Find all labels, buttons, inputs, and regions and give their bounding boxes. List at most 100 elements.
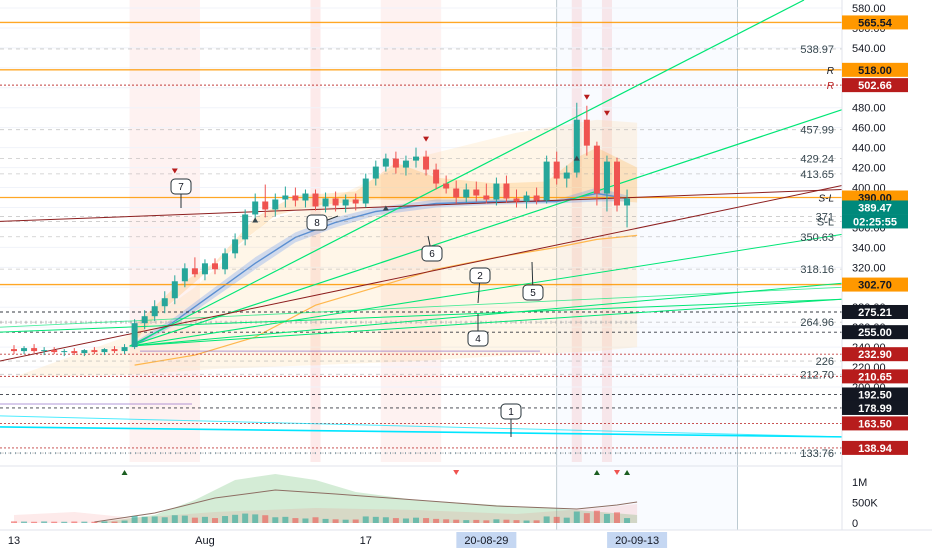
candle-body xyxy=(31,348,38,352)
signal-marker xyxy=(382,205,389,211)
volume-bar xyxy=(61,521,68,523)
signal-marker xyxy=(583,94,590,100)
price-axis[interactable]: 580.00560.00540.00520.00500.00480.00460.… xyxy=(800,0,932,530)
highlight-band xyxy=(129,0,200,462)
price-label-bg xyxy=(842,347,908,362)
trend-line xyxy=(0,298,843,333)
candle-body xyxy=(583,119,590,146)
volume-bar xyxy=(272,517,279,523)
volume-bar xyxy=(433,518,440,523)
price-label-bg xyxy=(842,400,908,415)
time-tick-label: 13 xyxy=(8,535,20,547)
trend-line xyxy=(129,233,843,347)
callout-box xyxy=(421,245,443,262)
volume-bar xyxy=(473,519,480,523)
candle-body xyxy=(11,349,17,352)
volume-bar xyxy=(151,516,158,523)
volume-tick-label: 1M xyxy=(852,477,867,489)
volume-bar xyxy=(312,517,319,523)
candle-body xyxy=(593,145,600,194)
volume-cloud xyxy=(94,474,638,523)
level-note: 413.65 xyxy=(800,169,834,181)
trendlines xyxy=(0,0,843,455)
signal-arrow xyxy=(121,470,128,475)
candle-body xyxy=(282,195,289,200)
level-tag: S-L xyxy=(818,194,834,205)
trend-line xyxy=(0,286,843,328)
volume-bar xyxy=(614,512,620,523)
price-label-bg xyxy=(842,200,908,215)
volume-bar xyxy=(463,520,470,523)
highlight-band xyxy=(380,0,442,462)
candle-body xyxy=(523,195,530,202)
candle-body xyxy=(413,156,419,161)
candle-body xyxy=(262,201,269,210)
candle-body xyxy=(473,189,480,196)
price-label-bg xyxy=(842,369,908,384)
volume-bar xyxy=(342,519,349,523)
volume-bar xyxy=(21,521,28,523)
price-label: 163.50 xyxy=(858,418,892,430)
candle-body xyxy=(543,161,550,201)
level-note: 133.76 xyxy=(800,448,834,460)
candle-body xyxy=(201,263,208,275)
candle-body xyxy=(61,351,68,353)
volume-bar xyxy=(413,517,419,523)
time-tick-label: 17 xyxy=(360,535,372,547)
volume-bar xyxy=(51,521,58,523)
time-tick-label: 20-08-29 xyxy=(464,535,508,547)
candle-body xyxy=(81,350,88,354)
cyan-line xyxy=(0,415,843,438)
candle-body xyxy=(614,161,620,206)
price-label: 02:25:55 xyxy=(853,216,897,228)
volume-bar xyxy=(292,518,299,523)
candle-body xyxy=(463,189,470,198)
price-label: 389.47 xyxy=(858,202,892,214)
volume-tick-label: 0 xyxy=(852,518,858,530)
volume-bar xyxy=(603,513,610,523)
volume-bar xyxy=(543,516,550,523)
candle-body xyxy=(342,199,349,206)
time-tick-label: Aug xyxy=(195,535,215,547)
volume-bar xyxy=(573,511,580,523)
time-axis[interactable]: 13 Aug 17 20-08-29 20-09-13 xyxy=(0,529,932,550)
candle-body xyxy=(453,188,460,198)
level-note: 212.70 xyxy=(800,369,834,381)
candle-body xyxy=(553,161,560,179)
volume-bar xyxy=(81,521,88,523)
price-label: 502.66 xyxy=(858,80,892,92)
candle-body xyxy=(121,347,128,352)
volume-bar xyxy=(593,510,600,523)
highlight-band xyxy=(571,0,582,462)
volume-bar xyxy=(523,520,530,523)
signal-marker xyxy=(171,168,178,174)
volume-bar xyxy=(262,515,269,523)
price-label-bg xyxy=(842,387,908,402)
cloud-fill xyxy=(14,119,638,377)
price-tick-label: 340.00 xyxy=(852,242,886,254)
volume-bar xyxy=(443,519,450,523)
volume-bar xyxy=(533,520,540,523)
highlight-band xyxy=(310,0,321,462)
volume-bar xyxy=(232,514,239,523)
level-note: 429.24 xyxy=(800,153,834,165)
cyan-line xyxy=(0,426,843,438)
ribbon-fill xyxy=(134,147,638,343)
price-label: 178.99 xyxy=(858,403,892,415)
candle-body xyxy=(322,198,329,207)
volume-bar xyxy=(41,521,48,523)
candle-body xyxy=(21,348,28,352)
price-label-bg xyxy=(842,440,908,455)
trend-line xyxy=(129,298,843,347)
candle-body xyxy=(382,158,389,167)
candle-body xyxy=(503,183,510,199)
level-note: 318.16 xyxy=(800,264,834,276)
volume-bar xyxy=(252,514,259,523)
candle-body xyxy=(563,172,570,179)
volume-bar xyxy=(553,516,560,523)
volume-bar xyxy=(121,520,128,523)
price-label: 275.21 xyxy=(858,307,892,319)
price-label: 192.50 xyxy=(858,389,892,401)
price-label: 255.00 xyxy=(858,327,892,339)
